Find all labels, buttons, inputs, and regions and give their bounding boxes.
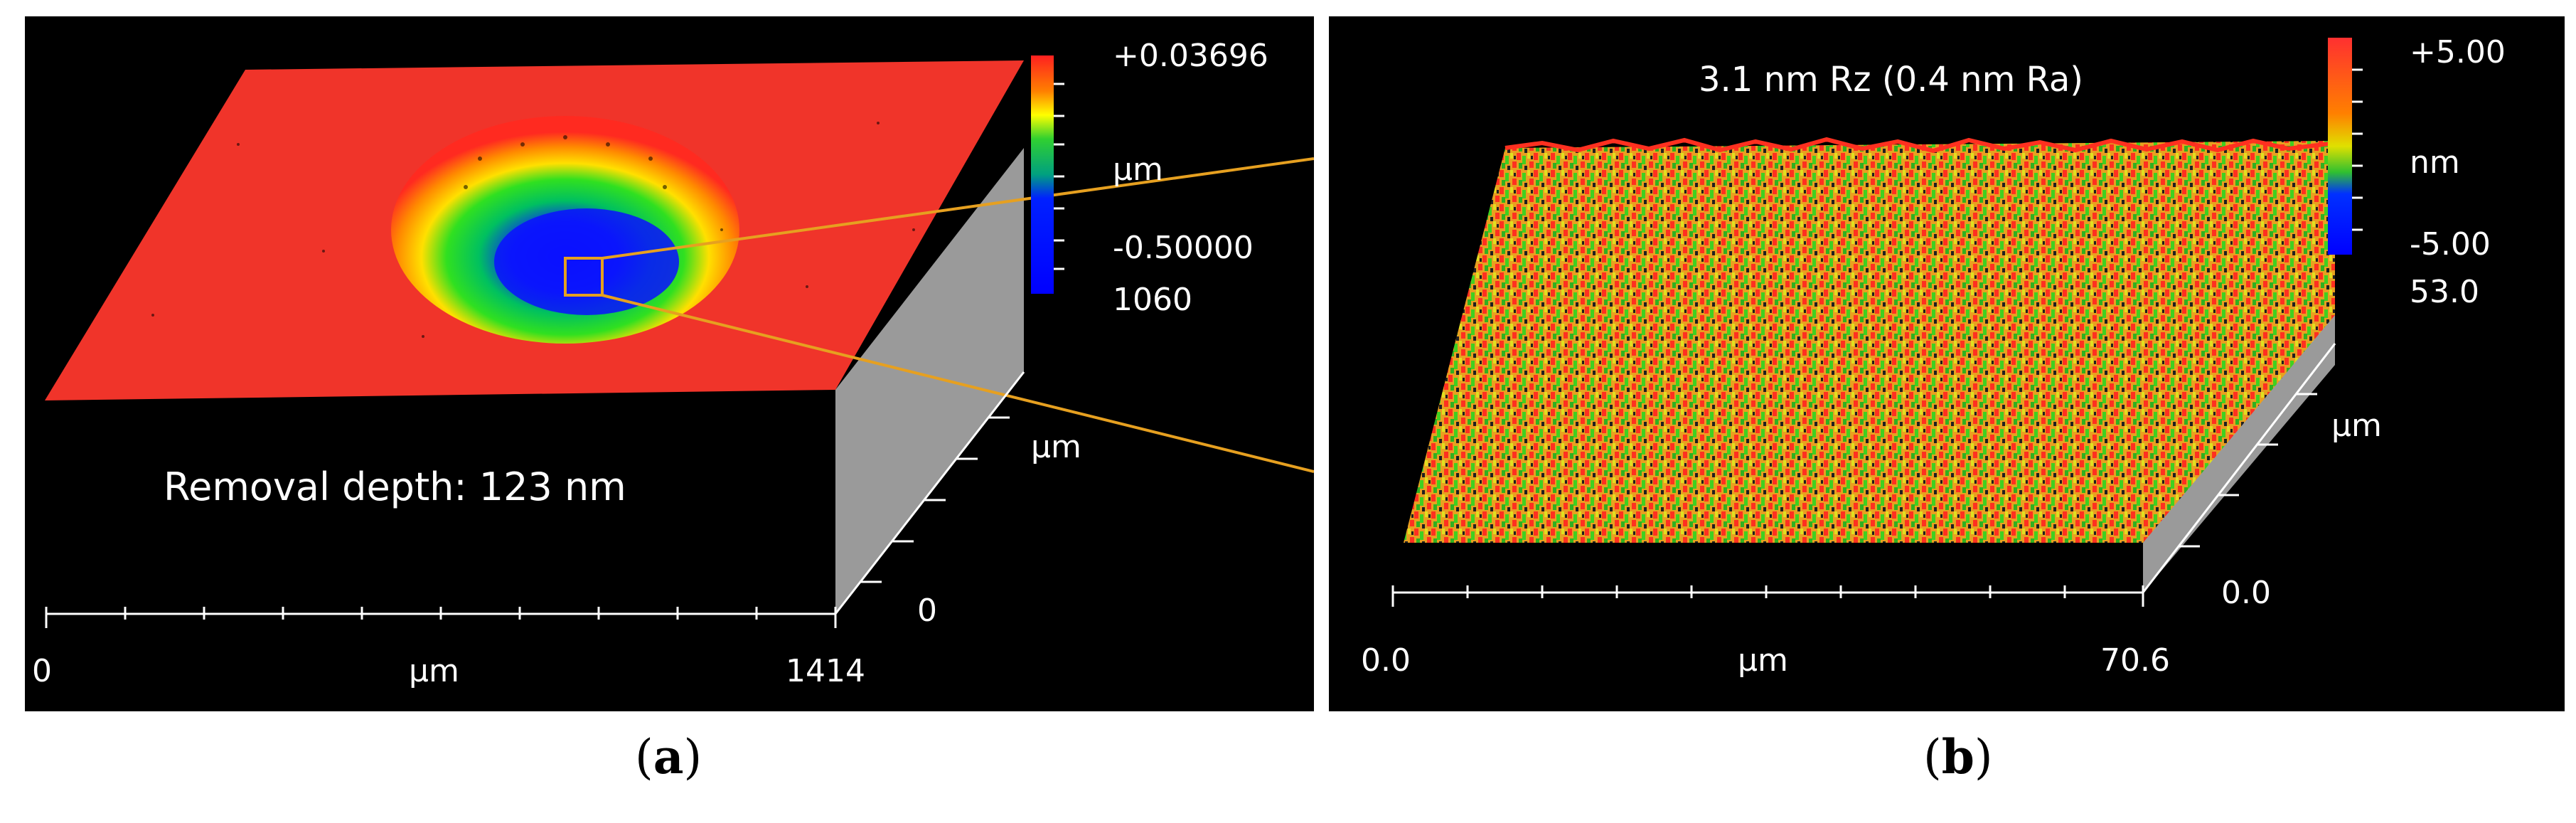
scale-unit-label: nm [2410,144,2460,181]
scale-min-label: -0.50000 [1113,230,1254,266]
removal-depth-annotation: Removal depth: 123 nm [164,464,626,509]
x-unit-label: µm [1738,642,1788,679]
x-unit-label: µm [409,653,459,689]
y-axis-line [834,371,1025,615]
surface-side-wall [835,148,1024,614]
connector-line-bottom [602,294,1314,473]
y-unit-label: µm [1031,429,1081,465]
scale-max-label: +5.00 [2410,34,2506,70]
y-unit-label: µm [2331,408,2382,444]
y-min-label: 0.0 [2221,575,2271,611]
rough-surface [1404,141,2335,543]
roughness-title: 3.1 nm Rz (0.4 nm Ra) [1699,60,2083,100]
caption-b: (b) [1923,729,1993,785]
caption-b-letter: b [1941,729,1974,785]
selection-box [564,257,604,297]
y-min-label: 0 [917,593,937,629]
panel-a: +0.03696 µm -0.50000 1060 µm 0 Removal d… [25,16,1314,711]
connector-line-top [602,157,1314,260]
caption-a: (a) [635,729,702,785]
y-max-label: 1060 [1113,282,1192,318]
scale-min-label: -5.00 [2410,226,2491,262]
panel-a-plot: +0.03696 µm -0.50000 1060 µm 0 Removal d… [32,38,1314,689]
scale-unit-label: µm [1113,152,1163,188]
panel-b: 3.1 nm Rz (0.4 nm Ra) +5.00 nm -5.00 53.… [1329,16,2565,711]
x-min-label: 0.0 [1361,642,1411,679]
panel-b-plot: 3.1 nm Rz (0.4 nm Ra) +5.00 nm -5.00 53.… [1361,34,2506,679]
y-axis-line [2142,343,2336,593]
y-max-label: 53.0 [2410,274,2479,310]
color-scale-bar [2328,38,2352,255]
x-max-label: 70.6 [2100,642,2170,679]
color-scale-bar [1031,55,1054,294]
caption-a-letter: a [653,729,684,785]
x-max-label: 1414 [786,653,865,689]
scale-max-label: +0.03696 [1113,38,1268,74]
x-min-label: 0 [32,653,52,689]
